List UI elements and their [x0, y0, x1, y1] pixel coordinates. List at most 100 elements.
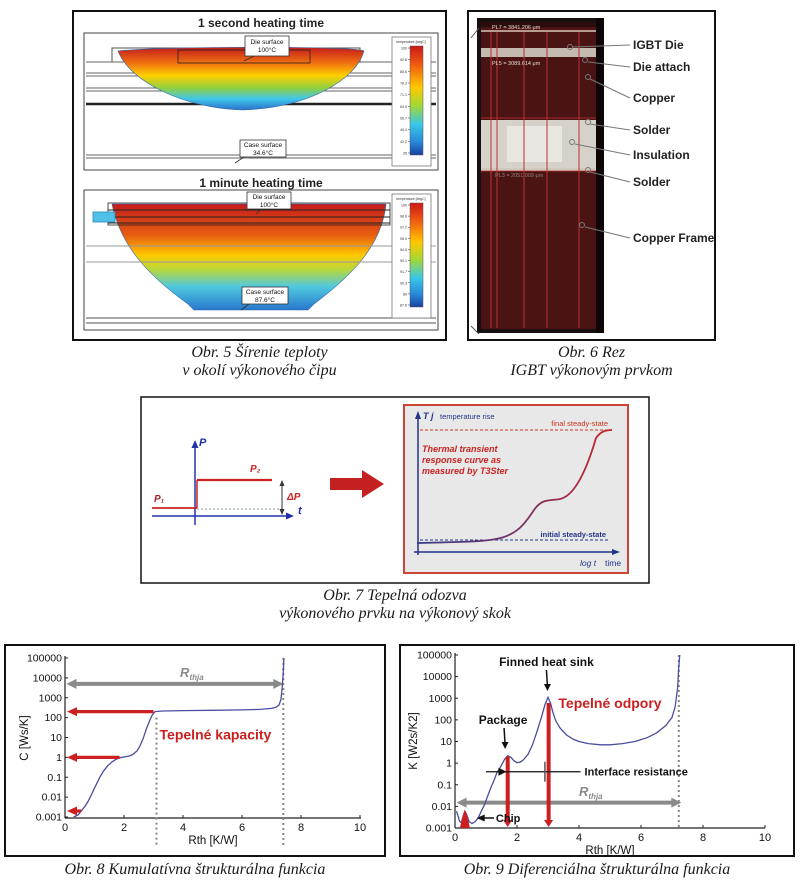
fig5-box: 1 second heating time Die surface 100°C	[72, 10, 447, 341]
y-tick-label: 10	[50, 732, 62, 744]
x-tick-label: 8	[298, 822, 304, 834]
rthja-arrowhead-left	[66, 678, 77, 689]
y-tick-label: 100	[434, 714, 452, 726]
leader-lines	[567, 44, 631, 239]
y-tick-label: 0.01	[432, 801, 453, 813]
layer-labels: IGBT Die Die attach Copper Solder Insula…	[633, 38, 715, 245]
fig5-svg: 1 second heating time Die surface 100°C	[72, 10, 447, 341]
x-tick-label: 10	[759, 832, 771, 844]
y-tick-label: 0.001	[36, 812, 62, 824]
colorbar-tick-label: 97.2	[400, 226, 407, 230]
colorbar-tick-label: 100	[401, 204, 407, 208]
p-axis-arrowhead	[191, 440, 199, 448]
red-capacity-arrowhead	[67, 707, 77, 717]
fig6-box: PL7 = 3841.206 μm PL5 = 3089.614 μm PL3 …	[467, 10, 716, 341]
fig6-caption-line1: Obr. 6 Rez	[557, 344, 626, 361]
x-tick-label: 6	[239, 822, 245, 834]
temperature-colorbar: temperature [degC] 100 98.6 97.2 95.9 94.5 93.…	[391, 193, 432, 319]
note-line-2: response curve as	[422, 455, 501, 465]
label-copper-frame: Copper Frame	[633, 231, 715, 245]
colorbar-tick-label: 94.5	[400, 248, 407, 252]
colorbar-tick-label: 95.9	[400, 237, 407, 241]
thermal-panel-1-second: Die surface 100°C Case surface 34.6°C	[83, 32, 439, 171]
lead-tab	[92, 211, 116, 223]
red-resistance-arrowhead	[544, 820, 554, 827]
x-tick-label: 6	[638, 832, 644, 844]
fig9-box: 0 2 4 6 8 10 100000 10000 1000 100 10 1 0.1 0.01 0.001…	[399, 644, 795, 857]
y-tick-label: 1000	[429, 693, 453, 705]
fig5-caption-line2: v okolí výkonového čipu	[182, 361, 337, 379]
y-tick-label: 1	[446, 758, 452, 770]
label-insulation: Insulation	[633, 148, 690, 162]
colorbar-tick-label: 90.3	[400, 281, 407, 285]
colorbar-tick-label: 63.9	[400, 105, 407, 109]
fig6-caption-line2: IGBT výkonovým prvkom	[510, 361, 673, 379]
log-t-label: log t	[580, 558, 597, 568]
measurement-pl7: PL7 = 3841.206 μm	[492, 25, 541, 31]
initial-steady-state-label: initial steady-state	[541, 530, 606, 539]
y-tick-label: 100000	[417, 650, 452, 662]
figure-border	[4, 644, 386, 857]
fig7-box: P t P₁ P₂ ΔP T j temp	[140, 396, 650, 584]
colorbar-title: temperature [degC]	[396, 40, 425, 44]
case-surface-temp-2: 87.6°C	[255, 296, 275, 304]
colorbar-tick-label: 78.3	[400, 82, 407, 86]
label-solder-top: Solder	[633, 123, 671, 137]
thermal-response-panel: T j temperature rise final steady-state …	[403, 404, 629, 574]
finned-arrowhead	[543, 684, 551, 691]
x-tick-label: 2	[514, 832, 520, 844]
note-line-3: measured by T3Ster	[422, 466, 509, 476]
x-tick-label: 8	[700, 832, 706, 844]
fig8-caption: Obr. 8 Kumulatívna štrukturálna funkcia	[4, 861, 386, 879]
transient-response-curve	[416, 429, 613, 544]
die-outline-1	[177, 49, 311, 64]
y-tick-label: 10000	[423, 671, 452, 683]
x-axis-label: Rth [K/W]	[188, 835, 237, 847]
die-surface-callout-1	[244, 35, 290, 57]
response-panel-frame	[403, 404, 629, 574]
fig9-caption: Obr. 9 Diferenciálna štrukturálna funkci…	[399, 861, 795, 879]
y-tick-label: 100	[44, 712, 62, 724]
colorbar-tick-label: 98.6	[400, 215, 407, 219]
colorbar-tick-label: 100	[401, 47, 407, 51]
fig8-chart-svg: 0 2 4 6 8 10 100000 10000 1000 100 10 1 0.1 0.01 0.001…	[4, 644, 386, 857]
fig7-caption-line1: Obr. 7 Tepelná odozva	[323, 587, 467, 604]
temperature-colorbar: temperature [degC] 100 92.8 85.6 78.3 71.1 63.…	[391, 36, 432, 167]
red-capacity-arrowhead	[67, 752, 77, 762]
p2-label: P₂	[250, 464, 261, 475]
region-label-tepelne-kapacity: Tepelné kapacity	[160, 726, 272, 742]
colorbar-tick-label: 56.7	[400, 117, 407, 121]
t-axis-arrowhead	[286, 512, 294, 520]
x-tick-label: 4	[576, 832, 582, 844]
y-tick-label: 1000	[39, 692, 63, 704]
colorbar-tick-label: 49.4	[400, 128, 407, 132]
label-solder-bottom: Solder	[633, 175, 671, 189]
figure-border	[399, 644, 795, 857]
rthja-arrowhead-left	[456, 797, 467, 808]
p1-label: P₁	[154, 494, 165, 505]
y-axis-label: K [W2s/K2]	[408, 712, 420, 770]
interface-resistance-label: Interface resistance	[585, 767, 688, 779]
panel2-title: 1 minute heating time	[199, 176, 323, 190]
final-steady-state-label: final steady-state	[551, 419, 608, 428]
die-surface-temp-2: 100°C	[260, 201, 278, 209]
red-capacity-arrowhead	[67, 806, 77, 816]
rthja-label: Rthja	[579, 784, 603, 801]
rthja-arrowhead-right	[671, 797, 682, 808]
fig8-caption-text: Obr. 8 Kumulatívna štrukturálna funkcia	[64, 861, 326, 878]
fig6-svg: PL7 = 3841.206 μm PL5 = 3089.614 μm PL3 …	[467, 10, 716, 341]
case-surface-callout-2	[241, 286, 289, 305]
red-resistance-arrowhead	[503, 820, 513, 827]
fig7-caption-line2: výkonového prvku na výkonový skok	[279, 604, 511, 622]
case-surface-label-1: Case surface	[244, 142, 283, 149]
x-tick-label: 0	[452, 832, 458, 844]
case-surface-callout-1	[239, 139, 287, 158]
colorbar-tick-label: 42.2	[400, 140, 407, 144]
package-arrow	[503, 727, 506, 745]
tj-rest-label: temperature rise	[440, 412, 495, 421]
y-axis-label: C [Ws/K]	[19, 715, 31, 760]
colorbar-tick-label: 89	[403, 292, 407, 296]
thermal-panel-1-minute: Die surface 100°C Case surface 87.6°C	[83, 189, 439, 331]
fig5-caption: Obr. 5 Šírenie teploty v okolí výkonovéh…	[72, 344, 447, 379]
y-tick-label: 0.1	[437, 779, 452, 791]
